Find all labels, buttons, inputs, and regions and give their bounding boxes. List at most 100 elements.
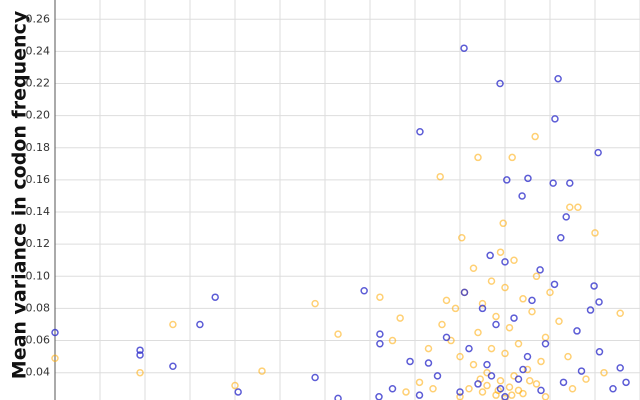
point	[465, 344, 473, 353]
point	[433, 372, 442, 380]
point	[549, 179, 557, 187]
point	[519, 365, 527, 374]
point	[524, 174, 532, 183]
point	[574, 203, 582, 211]
point	[518, 192, 526, 200]
point	[136, 346, 144, 354]
point	[586, 306, 595, 314]
point	[487, 372, 496, 380]
point	[424, 344, 433, 353]
point	[436, 172, 444, 181]
y-tick-label: 0.22	[26, 77, 51, 90]
point	[568, 385, 577, 393]
point	[541, 340, 550, 348]
point	[460, 288, 469, 297]
point	[566, 203, 574, 211]
point	[136, 351, 144, 359]
y-tick-label: 0.26	[26, 12, 51, 25]
point	[514, 375, 523, 383]
point	[562, 213, 570, 221]
point	[499, 219, 507, 228]
y-tick-label: 0.18	[26, 141, 51, 154]
point	[492, 320, 500, 329]
point	[196, 320, 204, 329]
point	[416, 127, 424, 136]
point	[514, 386, 523, 395]
point	[594, 148, 602, 157]
point	[550, 280, 559, 289]
point	[469, 264, 478, 273]
point	[514, 340, 523, 348]
point	[375, 393, 383, 400]
point	[546, 288, 554, 297]
y-tick-label: 0.16	[26, 173, 51, 186]
point	[503, 176, 511, 184]
point	[577, 367, 586, 375]
point	[483, 360, 491, 369]
point	[559, 378, 568, 387]
point	[541, 393, 550, 400]
point	[136, 368, 144, 377]
point	[478, 299, 487, 308]
point	[609, 385, 617, 393]
point	[474, 328, 482, 337]
point	[532, 272, 541, 281]
point	[415, 391, 424, 399]
point	[555, 317, 563, 326]
point	[234, 388, 242, 396]
point	[496, 385, 505, 393]
point	[532, 380, 541, 388]
point	[616, 309, 624, 318]
point	[566, 179, 574, 187]
point	[523, 365, 532, 374]
point	[487, 344, 496, 353]
point	[376, 340, 384, 348]
point	[334, 330, 342, 338]
point	[231, 381, 239, 390]
point	[460, 44, 468, 52]
point	[591, 229, 599, 237]
point	[478, 304, 487, 313]
y-axis-title: Mean variance in codon frequency	[9, 10, 31, 379]
point	[526, 376, 534, 385]
point	[508, 391, 516, 399]
point	[483, 381, 491, 390]
point	[438, 320, 446, 329]
point	[595, 298, 603, 306]
point	[616, 364, 624, 372]
point	[474, 153, 482, 162]
point	[528, 296, 536, 305]
point	[523, 352, 532, 361]
point	[406, 357, 414, 366]
point	[415, 378, 424, 387]
point	[501, 283, 509, 292]
point	[496, 248, 505, 256]
point	[442, 333, 451, 342]
point	[360, 287, 368, 295]
point	[501, 258, 509, 266]
point	[458, 234, 466, 242]
y-tick-label: 0.08	[26, 301, 51, 314]
point	[311, 299, 319, 308]
point	[396, 314, 404, 322]
point	[478, 388, 487, 396]
point	[486, 251, 494, 260]
y-tick-label: 0.12	[26, 237, 51, 250]
point	[505, 383, 514, 391]
point	[496, 79, 504, 88]
point	[595, 348, 604, 356]
point	[519, 295, 527, 303]
point	[376, 293, 384, 301]
point	[442, 296, 451, 305]
point	[510, 256, 518, 264]
point	[573, 327, 581, 335]
point	[537, 357, 545, 366]
y-tick-label: 0.04	[26, 366, 51, 379]
y-tick-label: 0.24	[26, 44, 51, 57]
point	[537, 386, 545, 395]
point	[334, 394, 342, 400]
point	[505, 323, 514, 332]
point	[600, 368, 608, 377]
point	[424, 359, 433, 367]
